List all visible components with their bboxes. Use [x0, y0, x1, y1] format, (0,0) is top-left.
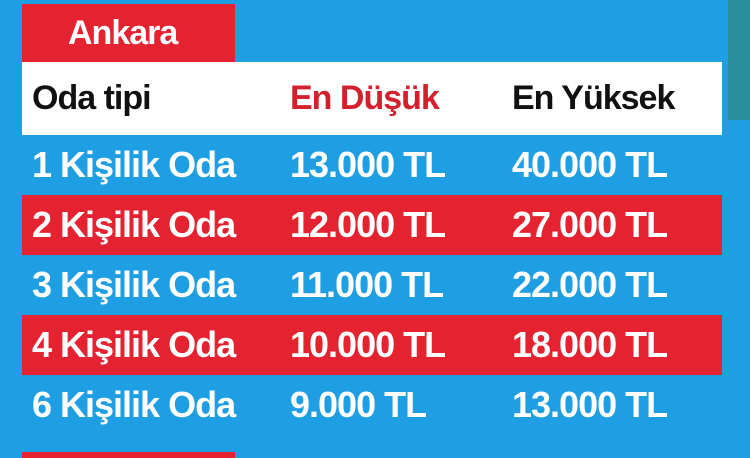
header-cell: Oda tipi — [32, 79, 152, 117]
header-row: Oda tipi En Düşük En Yüksek — [22, 62, 722, 135]
table-cell: 13.000 TL — [512, 384, 668, 425]
table-row: 1 Kişilik Oda 13.000 TL 40.000 TL — [22, 135, 722, 195]
header-cell: En Yüksek — [512, 79, 675, 117]
table-cell: 4 Kişilik Oda — [32, 324, 236, 365]
price-table: Oda tipi En Düşük En Yüksek 1 Kişilik Oda 13… — [22, 62, 722, 435]
table-cell: 40.000 TL — [512, 144, 668, 185]
table-row: 2 Kişilik Oda 12.000 TL 27.000 TL — [22, 195, 722, 255]
table-cell: 10.000 TL — [290, 324, 446, 365]
table-cell: 22.000 TL — [512, 264, 668, 305]
table-cell: 12.000 TL — [290, 204, 446, 245]
edge-strip — [728, 120, 750, 458]
table-cell: 1 Kişilik Oda — [32, 144, 236, 185]
next-tag — [22, 452, 235, 458]
table-cell: 2 Kişilik Oda — [32, 204, 236, 245]
table-row: 3 Kişilik Oda 11.000 TL 22.000 TL — [22, 255, 722, 315]
table-cell: 3 Kişilik Oda — [32, 264, 236, 305]
table-row: 6 Kişilik Oda 9.000 TL 13.000 TL — [22, 375, 722, 435]
table-cell: 9.000 TL — [290, 384, 427, 425]
table-row: 4 Kişilik Oda 10.000 TL 18.000 TL — [22, 315, 722, 375]
table-cell: 13.000 TL — [290, 144, 446, 185]
header-cell: En Düşük — [290, 79, 440, 117]
table-cell: 18.000 TL — [512, 324, 668, 365]
table-cell: 27.000 TL — [512, 204, 668, 245]
table-cell: 6 Kişilik Oda — [32, 384, 236, 425]
table-cell: 11.000 TL — [290, 264, 444, 305]
city-tag: Ankara — [22, 4, 235, 62]
